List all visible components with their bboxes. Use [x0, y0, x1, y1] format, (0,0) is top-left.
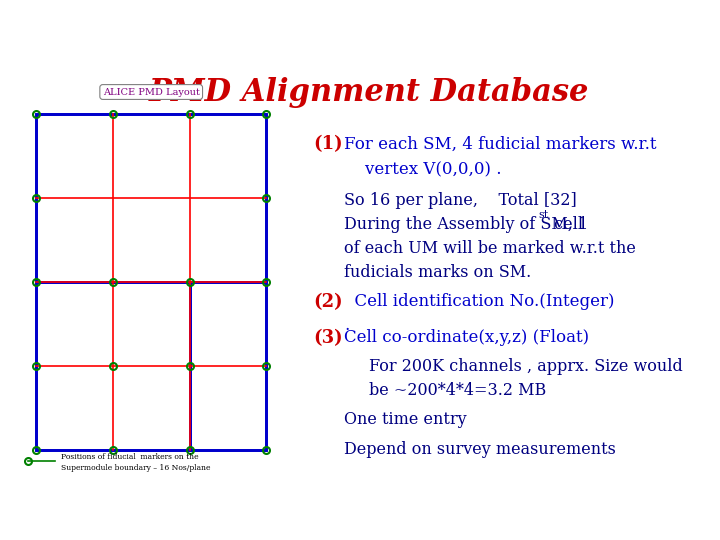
Text: of each UM will be marked w.r.t the: of each UM will be marked w.r.t the — [344, 240, 636, 257]
Text: For 200K channels , apprx. Size would: For 200K channels , apprx. Size would — [369, 357, 683, 375]
Text: During the Assembly of SM, 1: During the Assembly of SM, 1 — [344, 216, 588, 233]
Text: ALICE PMD Layout: ALICE PMD Layout — [103, 87, 199, 97]
Text: So 16 per plane,    Total [32]: So 16 per plane, Total [32] — [344, 192, 577, 208]
Text: Cell co-ordinate(x,y,z) (Float): Cell co-ordinate(x,y,z) (Float) — [344, 329, 589, 346]
Text: (1): (1) — [313, 136, 343, 153]
Text: Depend on survey measurements: Depend on survey measurements — [344, 441, 616, 458]
Text: vertex V(0,0,0) .: vertex V(0,0,0) . — [344, 161, 501, 178]
Text: .: . — [344, 317, 349, 334]
Text: Cell identification No.(Integer): Cell identification No.(Integer) — [344, 293, 614, 309]
Text: PMD Alignment Database: PMD Alignment Database — [149, 77, 589, 109]
Bar — [36, 282, 189, 450]
Text: For each SM, 4 fudicial markers w.r.t: For each SM, 4 fudicial markers w.r.t — [344, 136, 657, 152]
Text: st: st — [538, 210, 549, 220]
Text: be ~200*4*4=3.2 MB: be ~200*4*4=3.2 MB — [369, 382, 546, 399]
Text: One time entry: One time entry — [344, 411, 467, 428]
Text: Supermodule boundary – 16 Nos/plane: Supermodule boundary – 16 Nos/plane — [61, 464, 210, 472]
Bar — [36, 114, 266, 450]
Text: fudicials marks on SM.: fudicials marks on SM. — [344, 264, 531, 281]
Bar — [36, 114, 266, 282]
Text: cell: cell — [549, 216, 583, 233]
Bar — [189, 282, 266, 450]
Text: (3): (3) — [313, 329, 343, 347]
Text: (2): (2) — [313, 293, 343, 310]
Text: Positions of fiducial  markers on the: Positions of fiducial markers on the — [61, 454, 199, 462]
